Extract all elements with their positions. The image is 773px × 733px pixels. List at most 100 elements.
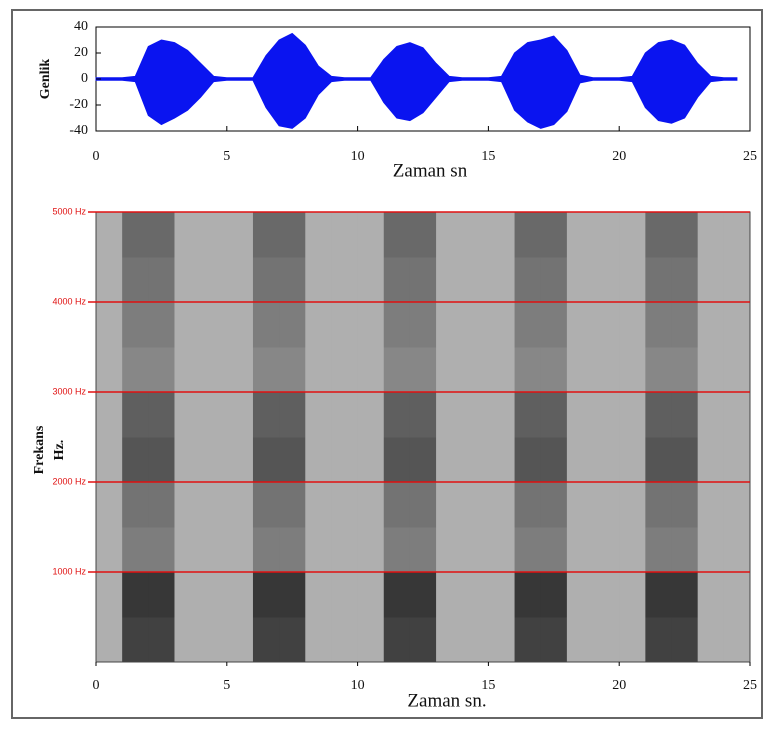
y-tick-label: -40 [69,123,88,138]
spectrogram-cell [697,527,725,573]
spectrogram-cell [174,572,202,618]
spectrogram-cell [226,617,254,663]
spectrogram-cell [671,347,699,393]
spectrogram-cell [514,302,542,348]
spectrogram-cell [357,527,385,573]
spectrogram-cell [148,392,175,438]
spectrogram-cell [619,302,646,348]
spectrogram-cell [409,212,437,258]
spectrogram-cell [357,437,385,483]
spectrogram-cell [148,212,175,258]
spectrogram-cell [200,527,228,573]
spectrogram-cell [279,347,306,393]
spectrogram-cell [122,392,149,438]
x-tick-label: 10 [351,678,365,693]
spectrogram-cell [383,302,411,348]
spectrogram-cell [409,482,437,528]
spectrogram-cell [645,572,673,618]
spectrogram-cell [462,392,489,438]
spectrogram-cell [619,347,646,393]
spectrogram-cell [697,482,725,528]
spectrogram-cell [252,392,280,438]
spectrogram-cell [174,392,202,438]
spectrogram-cell [252,212,280,258]
spectrogram-cell [226,257,254,303]
spectrogram-cell [174,302,202,348]
spectrogram-cell [357,212,385,258]
spectrogram-cell [462,257,489,303]
spectrogram-cell [357,482,385,528]
spectrogram-cell [122,212,149,258]
spectrogram-cell [593,437,620,483]
spectrogram-cell [619,257,646,303]
spectrogram-cell [540,527,568,573]
spectrogram-cell [279,302,306,348]
spectrogram-cell [200,392,228,438]
y-tick-label: 3000 Hz [52,386,86,396]
spectrogram-cell [305,257,332,303]
x-tick-label: 25 [743,149,757,164]
spectrogram-cell [357,257,385,303]
y-tick-label: 2000 Hz [52,476,86,486]
spectrogram-cell [96,482,123,528]
spectrogram-cell [305,302,332,348]
y-axis-label: Hz. [52,440,67,461]
spectrogram-cell [383,482,411,528]
spectrogram-cell [200,257,228,303]
spectrogram-cell [331,572,359,618]
spectrogram-cell [305,617,332,663]
spectrogram-cell [122,302,149,348]
spectrogram-cell [462,347,489,393]
spectrogram-cell [462,617,489,663]
y-tick-label: 20 [74,45,88,60]
spectrogram-cell [697,617,725,663]
spectrogram-cell [200,212,228,258]
spectrogram-cell [174,482,202,528]
spectrogram-cell [357,347,385,393]
spectrogram-cell [122,437,149,483]
spectrogram-cell [697,572,725,618]
spectrogram-cell [697,257,725,303]
spectrogram-cell [697,392,725,438]
spectrogram-cell [671,257,699,303]
spectrogram-cell [723,527,751,573]
spectrogram-cell [488,347,516,393]
spectrogram-cell [619,617,646,663]
spectrogram-cell [331,257,359,303]
spectrogram-cell [383,527,411,573]
spectrogram-cell [383,572,411,618]
spectrogram-cell [200,572,228,618]
spectrogram-cell [488,482,516,528]
spectrogram-cell [226,527,254,573]
spectrogram-cell [122,347,149,393]
spectrogram-cell [436,392,463,438]
spectrogram-cell [488,212,516,258]
x-tick-label: 25 [743,678,757,693]
spectrogram-cell [540,392,568,438]
spectrogram-cell [252,257,280,303]
spectrogram-cell [514,257,542,303]
spectrogram-cell [514,572,542,618]
spectrogram-cell [96,257,123,303]
x-axis-label: Zaman sn [393,160,468,181]
spectrogram-cell [671,482,699,528]
spectrogram-cell [462,482,489,528]
spectrogram-cell [148,527,175,573]
spectrogram-cell [671,527,699,573]
spectrogram-cell [174,617,202,663]
spectrogram-cell [645,392,673,438]
spectrogram-cell [200,482,228,528]
spectrogram-cell [252,482,280,528]
spectrogram-cell [96,347,123,393]
x-tick-label: 0 [93,678,100,693]
x-tick-label: 5 [223,149,230,164]
y-tick-label: 40 [74,19,88,34]
spectrogram-cell [488,527,516,573]
spectrogram-cell [226,437,254,483]
spectrogram-cell [122,617,149,663]
spectrogram-cell [305,527,332,573]
spectrogram-cell [671,617,699,663]
spectrogram-cell [409,527,437,573]
spectrogram-cell [305,482,332,528]
spectrogram-cell [436,527,463,573]
